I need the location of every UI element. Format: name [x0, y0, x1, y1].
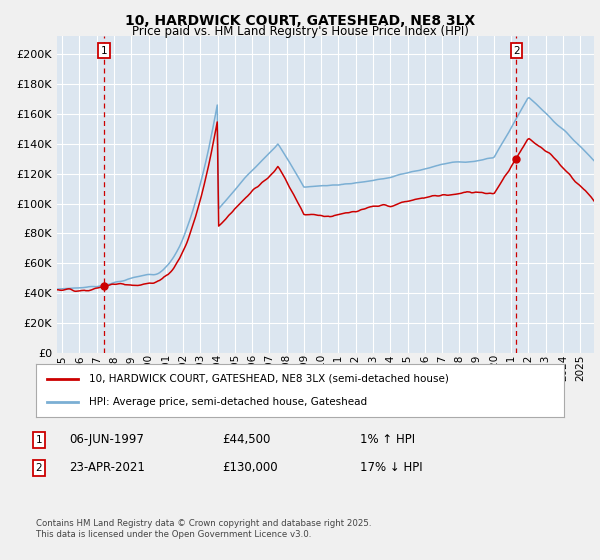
Text: 1% ↑ HPI: 1% ↑ HPI — [360, 433, 415, 446]
Text: 23-APR-2021: 23-APR-2021 — [69, 461, 145, 474]
Text: 10, HARDWICK COURT, GATESHEAD, NE8 3LX (semi-detached house): 10, HARDWICK COURT, GATESHEAD, NE8 3LX (… — [89, 374, 449, 384]
Text: 2: 2 — [35, 463, 43, 473]
Text: 17% ↓ HPI: 17% ↓ HPI — [360, 461, 422, 474]
Text: Contains HM Land Registry data © Crown copyright and database right 2025.
This d: Contains HM Land Registry data © Crown c… — [36, 520, 371, 539]
Text: Price paid vs. HM Land Registry's House Price Index (HPI): Price paid vs. HM Land Registry's House … — [131, 25, 469, 38]
Text: £44,500: £44,500 — [222, 433, 271, 446]
Text: 1: 1 — [35, 435, 43, 445]
Text: 06-JUN-1997: 06-JUN-1997 — [69, 433, 144, 446]
Text: HPI: Average price, semi-detached house, Gateshead: HPI: Average price, semi-detached house,… — [89, 397, 367, 407]
Text: £130,000: £130,000 — [222, 461, 278, 474]
Text: 1: 1 — [101, 45, 107, 55]
Text: 10, HARDWICK COURT, GATESHEAD, NE8 3LX: 10, HARDWICK COURT, GATESHEAD, NE8 3LX — [125, 14, 475, 28]
Text: 2: 2 — [513, 45, 520, 55]
